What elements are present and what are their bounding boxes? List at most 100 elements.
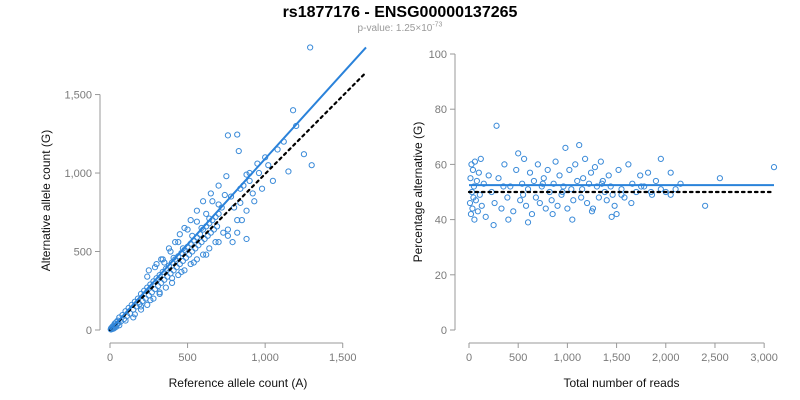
chart-0-point [223,173,230,180]
chart-1-x-tick-label: 3,000 [750,352,778,364]
chart-1-point [517,197,524,204]
chart-0-point [255,169,263,177]
chart-0-point [122,317,129,324]
chart-1-point [530,177,538,185]
chart-0-point [234,131,241,138]
chart-0-point [181,267,188,274]
chart-1-point [615,166,622,174]
chart-0-point [147,297,154,304]
chart-0-point [153,260,160,268]
chart-1-point [550,180,557,187]
chart-0-point [167,248,174,255]
chart-0-point [175,271,182,279]
chart-0-point [207,190,214,197]
chart-1-point [513,166,520,174]
chart-1-point [482,213,489,220]
chart-1-y-tick-label: 40 [435,215,447,227]
chart-1-point [504,194,511,201]
chart-0-point [204,232,211,239]
chart-0-y-tick-label: 500 [74,247,92,259]
chart-0-point [224,226,232,233]
chart-0-point [162,265,169,272]
chart-0-point [249,190,256,197]
chart-0-point [215,182,222,189]
chart-0-point [274,146,281,153]
chart-1-point [597,158,604,165]
chart-0-reference-line [108,71,368,332]
chart-0-point [148,289,155,296]
chart-0-point [215,238,222,246]
chart-1-point [540,175,547,182]
chart-1-point [528,210,536,218]
chart-0-point [168,279,176,287]
chart-0-x-tick-label: 1,000 [251,352,279,364]
chart-0-point [234,229,241,236]
chart-1-point [539,180,546,187]
chart-0-point [243,207,250,214]
chart-0-point [144,301,151,308]
chart-0-point [229,238,236,246]
chart-1-point [667,169,674,176]
chart-1-y-tick-label: 20 [435,270,447,282]
chart-1-point [605,172,612,179]
chart-1-y-axis-label: Percentage alternative (G) [411,122,425,263]
chart-0-point [300,151,308,158]
chart-1-point [562,144,569,151]
chart-1-x-tick-label: 0 [466,352,472,364]
chart-1-point [574,177,581,185]
chart-1-point [472,197,479,204]
chart-0-point [175,238,182,246]
chart-0-x-tick-label: 1,500 [329,352,357,364]
chart-0-point [184,226,191,233]
chart-1-point [580,175,587,182]
chart-1-point [480,180,487,187]
chart-0-point [173,264,180,271]
chart-0-point [212,238,219,246]
chart-0-point [165,262,173,269]
chart-1-point [595,194,602,201]
chart-0-y-tick-label: 1,500 [64,90,92,102]
chart-0-point [203,251,210,258]
chart-1-point [495,175,502,182]
chart-1-point [522,202,530,209]
chart-1-point [657,155,664,162]
chart-0-point [265,162,272,169]
chart-0-point [224,232,232,239]
chart-1-point [587,169,595,176]
chart-1-point [607,183,614,190]
chart-0-point [172,238,179,246]
chart-1-x-tick-label: 2,500 [701,352,729,364]
chart-1-point [568,186,575,193]
chart-1-point [542,205,549,212]
chart-0-point [156,271,163,279]
chart-0-point [203,210,210,217]
chart-1-point [644,169,652,176]
chart-1-x-tick-label: 500 [509,352,527,364]
chart-0-point [258,185,266,192]
chart-1-point [510,208,517,215]
chart-0-point [165,245,173,252]
chart-0-point [209,198,216,205]
chart-1-point [608,213,615,220]
chart-1-point [613,210,620,218]
chart-title: rs1877176 - ENSG00000137265 [282,4,518,21]
chart-1-point [469,166,477,174]
chart-1-point [515,150,522,157]
chart-0-point [190,259,197,266]
chart-0-point [145,267,152,274]
chart-1-point [468,161,475,168]
chart-1-point [507,183,514,190]
chart-1-point [473,177,480,185]
chart-0-point [187,260,194,268]
chart-1-point [467,175,474,182]
chart-0-point [151,286,159,293]
chart-1-point [677,180,684,187]
chart-0-point [235,147,242,155]
chart-0-point [130,314,137,321]
chart-0-point [193,207,200,214]
chart-0-point [215,201,222,208]
chart-0-point [251,198,258,205]
